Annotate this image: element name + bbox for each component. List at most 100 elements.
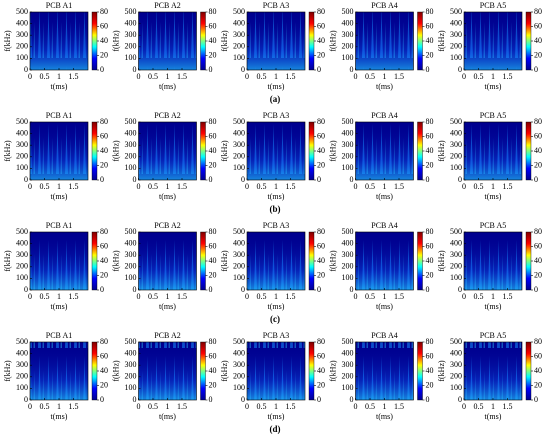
row-label: (c): [270, 314, 280, 324]
colorbar-tick-label: 60: [100, 241, 108, 250]
panel-title: PCB A4: [371, 111, 397, 120]
colorbar: [308, 231, 315, 291]
y-tick-label: 500: [125, 7, 137, 16]
scalogram-glow: [247, 232, 305, 290]
y-tick-label: 400: [233, 238, 245, 247]
y-tick-label: 0: [24, 175, 28, 184]
colorbar-tick-label: 40: [426, 146, 434, 155]
panel-title: PCB A5: [480, 221, 506, 230]
colorbar-tick-label: 60: [426, 21, 434, 30]
y-tick-label: 0: [350, 175, 354, 184]
colorbar-tick-label: 0: [534, 175, 538, 184]
y-tick-label: 300: [125, 360, 137, 369]
x-tick-label: 0.5: [365, 72, 375, 81]
x-tick-label: 0.5: [148, 402, 158, 411]
colorbar-tick-label: 60: [317, 351, 325, 360]
colorbar-tick-label: 20: [100, 50, 108, 59]
colorbar-tick-label: 40: [317, 146, 325, 155]
colorbar: [200, 11, 206, 71]
x-tick-label: 1.5: [177, 292, 187, 301]
y-tick-label: 0: [350, 285, 354, 294]
colorbar-tick-label: 0: [426, 65, 430, 74]
x-tick-label: 1: [166, 292, 170, 301]
x-tick-label: 0.5: [257, 72, 267, 81]
y-tick-label: 400: [233, 348, 245, 357]
y-tick-label: 0: [241, 175, 245, 184]
y-tick-label: 100: [233, 53, 245, 62]
y-tick-label: 200: [125, 262, 137, 271]
x-axis-label: t(ms): [376, 82, 393, 91]
colorbar-tick-label: 20: [534, 270, 542, 279]
colorbar: [525, 11, 532, 71]
scalogram-glow: [138, 232, 197, 290]
y-tick-label: 100: [233, 163, 245, 172]
scalogram-glow: [247, 12, 305, 70]
colorbar-tick-label: 0: [534, 285, 538, 294]
y-tick-label: 400: [342, 348, 354, 357]
y-tick-label: 100: [450, 163, 462, 172]
colorbar: [91, 121, 98, 181]
x-axis-label: t(ms): [376, 302, 393, 311]
x-tick-label: 1: [166, 402, 170, 411]
colorbar-tick-label: 0: [534, 395, 538, 404]
x-tick-label: 0.5: [365, 292, 375, 301]
colorbar-tick-label: 60: [534, 241, 542, 250]
x-tick-label: 1.5: [503, 72, 513, 81]
colorbar-tick-label: 80: [426, 117, 434, 126]
y-tick-label: 500: [450, 117, 462, 126]
y-tick-label: 400: [16, 348, 28, 357]
panel-title: PCB A2: [154, 221, 180, 230]
y-tick-label: 400: [342, 18, 354, 27]
y-tick-label: 0: [24, 395, 28, 404]
x-tick-label: 0: [137, 72, 141, 81]
x-tick-label: 0: [245, 72, 249, 81]
y-tick-label: 500: [125, 117, 137, 126]
x-tick-label: 1: [166, 182, 170, 191]
y-tick-label: 200: [450, 152, 462, 161]
x-tick-label: 0: [137, 402, 141, 411]
x-tick-label: 1: [166, 72, 170, 81]
y-tick-label: 100: [450, 273, 462, 282]
y-tick-label: 0: [458, 175, 462, 184]
panel-title: PCB A1: [46, 331, 72, 340]
colorbar-tick-label: 60: [426, 241, 434, 250]
colorbar-tick-label: 40: [209, 36, 217, 45]
y-tick-label: 100: [16, 383, 28, 392]
y-tick-label: 500: [125, 337, 137, 346]
y-axis-label: f(kHz): [3, 250, 12, 272]
y-axis-label: f(kHz): [111, 140, 120, 162]
y-tick-label: 100: [16, 53, 28, 62]
y-tick-label: 0: [458, 285, 462, 294]
colorbar-tick-label: 40: [534, 256, 542, 265]
colorbar-tick-label: 20: [426, 50, 434, 59]
colorbar-tick-label: 40: [100, 36, 108, 45]
y-tick-label: 400: [342, 128, 354, 137]
y-tick-label: 300: [233, 30, 245, 39]
x-axis-label: t(ms): [51, 302, 68, 311]
x-tick-label: 0.5: [148, 182, 158, 191]
x-axis-label: t(ms): [485, 412, 502, 421]
x-tick-label: 0.5: [40, 72, 50, 81]
colorbar: [417, 11, 423, 71]
panel-title: PCB A3: [263, 331, 289, 340]
x-tick-label: 0.5: [257, 402, 267, 411]
colorbar-tick-label: 80: [100, 227, 108, 236]
y-tick-label: 500: [233, 117, 245, 126]
x-tick-label: 0.5: [365, 182, 375, 191]
panel-title: PCB A5: [480, 331, 506, 340]
y-axis-label: f(kHz): [437, 250, 446, 272]
scalogram-glow: [30, 12, 88, 70]
y-tick-label: 400: [125, 18, 137, 27]
y-tick-label: 0: [241, 285, 245, 294]
panel-title: PCB A3: [263, 221, 289, 230]
y-tick-label: 500: [125, 227, 137, 236]
y-tick-label: 100: [16, 163, 28, 172]
panel-title: PCB A4: [371, 221, 397, 230]
